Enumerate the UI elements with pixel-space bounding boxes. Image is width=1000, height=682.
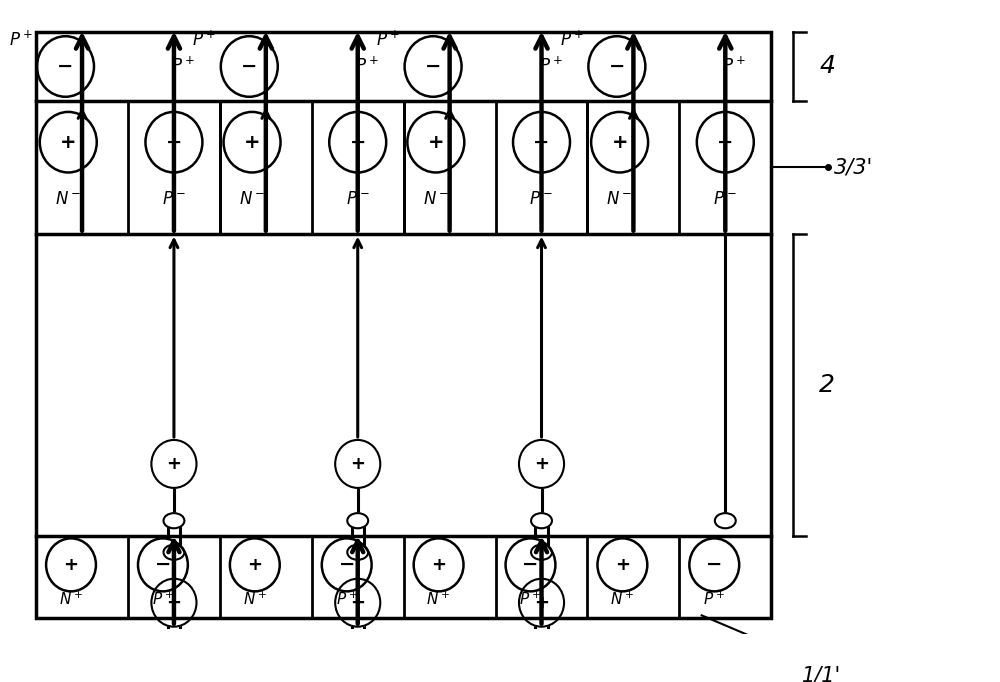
Bar	[128, 101, 220, 234]
Text: +: +	[350, 594, 365, 612]
Ellipse shape	[506, 538, 555, 591]
Ellipse shape	[322, 538, 372, 591]
Text: +: +	[431, 556, 446, 574]
Ellipse shape	[46, 538, 96, 591]
Circle shape	[531, 545, 552, 560]
Text: −: −	[717, 133, 733, 151]
Text: +: +	[428, 133, 444, 151]
Ellipse shape	[37, 36, 94, 97]
Text: 3/3': 3/3'	[834, 158, 873, 177]
Text: +: +	[247, 556, 262, 574]
Circle shape	[347, 513, 368, 529]
Text: −: −	[425, 57, 441, 76]
Ellipse shape	[588, 36, 645, 97]
Bar	[496, 101, 587, 234]
Text: 1/1': 1/1'	[802, 665, 841, 682]
Text: $N^+$: $N^+$	[243, 591, 267, 608]
Text: −: −	[166, 133, 182, 151]
Text: $P^-$: $P^-$	[346, 190, 370, 208]
Text: +: +	[166, 455, 181, 473]
Bar	[128, 537, 220, 619]
Ellipse shape	[519, 440, 564, 488]
Circle shape	[347, 545, 368, 560]
Circle shape	[164, 513, 184, 529]
Ellipse shape	[151, 579, 196, 627]
Text: +: +	[60, 133, 77, 151]
Text: $N^-$: $N^-$	[55, 190, 81, 208]
Circle shape	[715, 513, 736, 529]
Text: $N^+$: $N^+$	[59, 591, 83, 608]
Ellipse shape	[138, 538, 188, 591]
Text: +: +	[350, 455, 365, 473]
Text: 4: 4	[819, 55, 835, 78]
Ellipse shape	[697, 112, 754, 173]
Text: $P^+$: $P^+$	[355, 57, 379, 76]
Text: $P^-$: $P^-$	[162, 190, 186, 208]
Text: $N^-$: $N^-$	[423, 190, 449, 208]
Ellipse shape	[335, 579, 380, 627]
Text: $P^+$: $P^+$	[722, 57, 747, 76]
Ellipse shape	[221, 36, 278, 97]
Text: −: −	[533, 133, 550, 151]
Bar	[679, 537, 771, 619]
Text: +: +	[615, 556, 630, 574]
Ellipse shape	[407, 112, 464, 173]
Ellipse shape	[329, 112, 386, 173]
Text: $N^-$: $N^-$	[606, 190, 633, 208]
Circle shape	[531, 513, 552, 529]
Ellipse shape	[335, 440, 380, 488]
Text: +: +	[166, 594, 181, 612]
Text: $P^-$: $P^-$	[713, 190, 737, 208]
Text: $P^+$: $P^+$	[336, 591, 358, 608]
Text: $P^-$: $P^-$	[529, 190, 554, 208]
Text: +: +	[534, 455, 549, 473]
Text: $P^+$: $P^+$	[560, 31, 584, 50]
Ellipse shape	[597, 538, 647, 591]
Text: +: +	[244, 133, 260, 151]
Text: −: −	[241, 57, 257, 76]
Bar	[312, 101, 404, 234]
Text: $P^+$: $P^+$	[171, 57, 195, 76]
Ellipse shape	[591, 112, 648, 173]
Ellipse shape	[689, 538, 739, 591]
Text: +: +	[64, 556, 79, 574]
Text: −: −	[609, 57, 625, 76]
Ellipse shape	[414, 538, 464, 591]
Text: 2: 2	[819, 373, 835, 397]
Bar	[496, 537, 587, 619]
Ellipse shape	[40, 112, 97, 173]
Text: −: −	[706, 555, 722, 574]
Bar	[679, 101, 771, 234]
Text: $N^+$: $N^+$	[426, 591, 451, 608]
Text: $N^-$: $N^-$	[239, 190, 265, 208]
Text: −: −	[155, 555, 171, 574]
Text: $P^+$: $P^+$	[9, 31, 33, 50]
Text: −: −	[350, 133, 366, 151]
Text: +: +	[611, 133, 628, 151]
Text: $P^+$: $P^+$	[192, 31, 216, 50]
Ellipse shape	[230, 538, 280, 591]
Text: $P^+$: $P^+$	[376, 31, 400, 50]
Ellipse shape	[405, 36, 462, 97]
Ellipse shape	[151, 440, 196, 488]
Text: $N^+$: $N^+$	[610, 591, 635, 608]
Text: $P^+$: $P^+$	[519, 591, 542, 608]
Text: $P^+$: $P^+$	[703, 591, 725, 608]
Text: −: −	[339, 555, 355, 574]
Ellipse shape	[145, 112, 202, 173]
Bar	[312, 537, 404, 619]
Text: $P^+$: $P^+$	[539, 57, 563, 76]
Text: −: −	[522, 555, 539, 574]
Text: −: −	[57, 57, 74, 76]
Bar	[36, 32, 771, 619]
Text: $P^+$: $P^+$	[152, 591, 174, 608]
Circle shape	[164, 545, 184, 560]
Ellipse shape	[513, 112, 570, 173]
Ellipse shape	[519, 579, 564, 627]
Ellipse shape	[224, 112, 281, 173]
Text: +: +	[534, 594, 549, 612]
